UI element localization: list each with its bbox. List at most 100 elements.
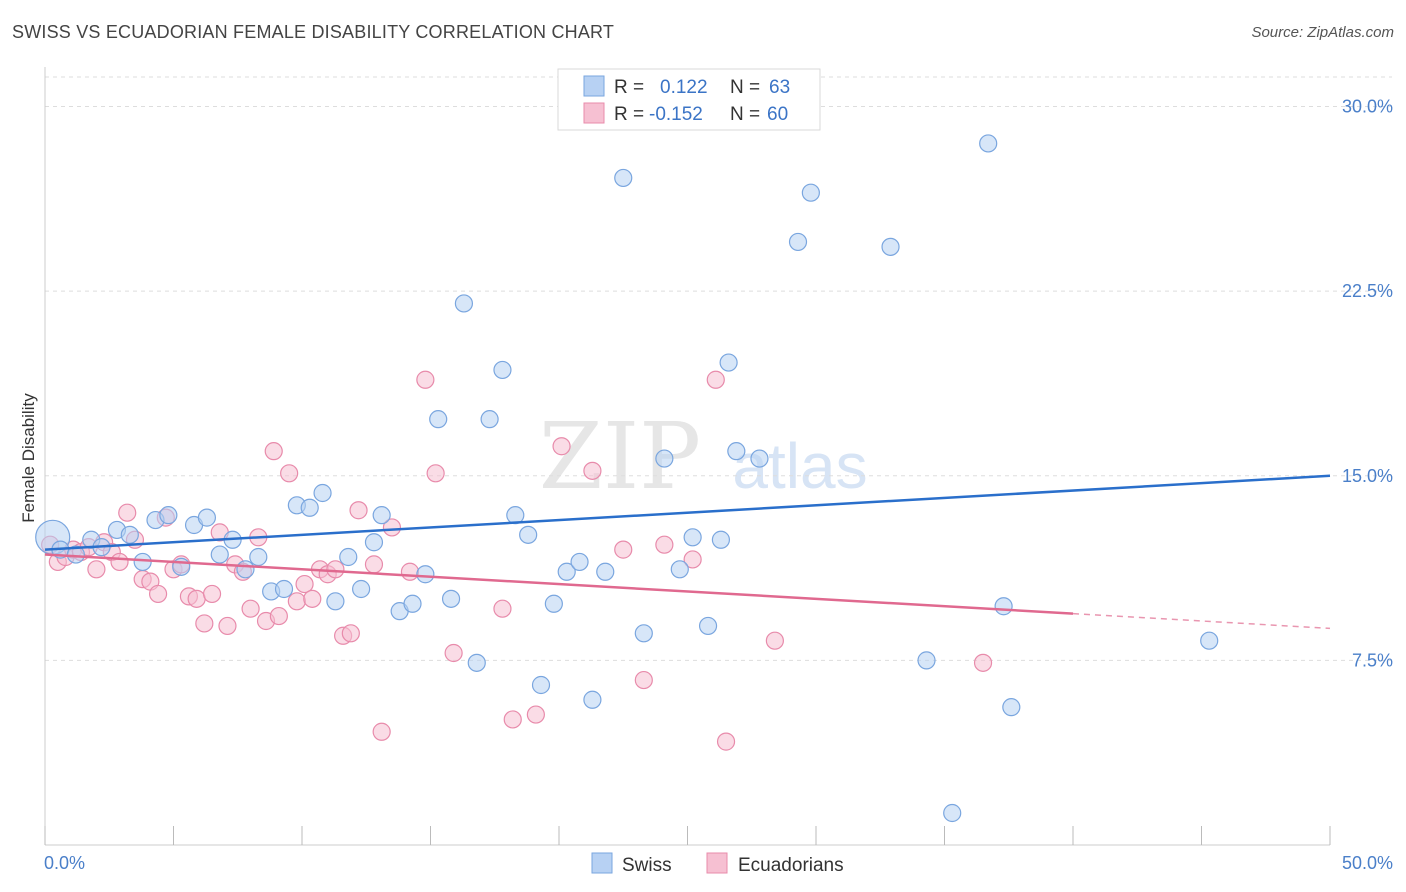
swiss-point <box>801 183 820 202</box>
ecuadorians-point <box>372 722 391 741</box>
swiss-point <box>300 498 319 517</box>
chart-source: Source: ZipAtlas.com <box>1251 24 1394 41</box>
ecuadorians-point <box>280 464 299 483</box>
swiss-point <box>441 589 461 608</box>
ecuadorians-point <box>364 555 384 574</box>
swiss-point <box>719 353 738 372</box>
ecuadorians-point <box>503 710 522 729</box>
ecuadorians-point <box>341 624 360 643</box>
swiss-point <box>519 525 538 544</box>
ecuadorians-point <box>583 461 602 480</box>
top-legend: R = 0.122 N = 63 R = -0.152 N = 60 <box>557 68 821 131</box>
swiss-point <box>614 168 633 188</box>
legend-r-value-swiss: 0.122 <box>660 77 708 98</box>
swiss-point <box>788 232 808 252</box>
swiss-point <box>979 134 998 153</box>
ecuadorians-point <box>264 442 283 461</box>
ecuadorians-point <box>526 705 545 724</box>
ecuadorians-point <box>303 589 322 608</box>
y-tick-label: 7.5% <box>1352 650 1393 670</box>
ecuadorians-point <box>706 370 725 389</box>
legend-n-label-swiss: N = <box>730 77 760 98</box>
swiss-point <box>727 442 746 461</box>
ecuadorians-point <box>269 606 288 626</box>
swiss-point <box>570 552 589 572</box>
ecuadorians-point <box>87 560 106 579</box>
ecuadorians-trend-extension <box>1072 612 1331 630</box>
swiss-point <box>352 579 371 599</box>
ecuadorians-point <box>716 732 736 751</box>
swiss-point <box>557 562 576 581</box>
swiss-point <box>339 547 358 567</box>
swiss-point <box>133 552 152 572</box>
ecuadorians-point <box>349 501 368 520</box>
swiss-point <box>711 530 731 549</box>
ecuadorians-point <box>187 589 206 608</box>
legend-r-label-ecuadorians: R = <box>614 104 644 125</box>
swiss-point <box>372 506 391 525</box>
ecuadorians-point <box>400 562 420 581</box>
swiss-point <box>454 294 474 313</box>
watermark-atlas: atlas <box>732 430 867 502</box>
bottom-legend-label-ecuadorians: Ecuadorians <box>738 855 844 876</box>
swiss-point <box>1002 698 1021 717</box>
chart-title: SWISS VS ECUADORIAN FEMALE DISABILITY CO… <box>12 22 615 42</box>
swiss-point <box>531 675 551 695</box>
swiss-point <box>1200 631 1219 650</box>
ecuadorians-point <box>110 552 129 572</box>
ecuadorians-point <box>148 584 168 604</box>
swiss-point <box>197 508 217 527</box>
swiss-point <box>881 237 900 256</box>
bottom-legend-swatch-ecuadorians <box>706 852 728 874</box>
ecuadorians-point <box>444 643 463 663</box>
swiss-point <box>467 653 486 672</box>
swiss-point <box>596 562 615 581</box>
ecuadorians-point <box>118 503 137 522</box>
swiss-point <box>159 506 178 525</box>
legend-n-value-ecuadorians: 60 <box>767 104 788 125</box>
legend-n-value-swiss: 63 <box>769 77 790 98</box>
swiss-point <box>698 616 718 636</box>
swiss-point <box>120 525 139 544</box>
swiss-point <box>66 545 85 564</box>
ecuadorians-trend-line <box>44 553 1074 615</box>
swiss-point <box>210 545 229 564</box>
swiss-point <box>750 449 769 468</box>
swiss-point <box>943 803 962 823</box>
swiss-point <box>917 651 936 670</box>
trend-lines <box>44 474 1331 630</box>
watermark: ZIP atlas <box>539 403 868 510</box>
ecuadorians-point <box>683 550 702 569</box>
swiss-point <box>416 565 435 584</box>
swiss-point <box>994 597 1013 616</box>
ecuadorians-point <box>326 560 345 579</box>
y-tick-label: 30.0% <box>1342 97 1393 117</box>
swiss-trend-line <box>44 474 1331 551</box>
bottom-legend-label-swiss: Swiss <box>622 855 672 876</box>
ecuadorians-point <box>241 599 260 618</box>
swiss-points <box>35 134 1219 823</box>
swiss-point <box>364 533 384 552</box>
swiss-point <box>493 360 512 380</box>
swiss-point <box>583 690 602 709</box>
y-tick-label: 22.5% <box>1342 281 1393 301</box>
ecuadorians-point <box>552 437 571 456</box>
swiss-point <box>544 594 563 613</box>
ecuadorians-point <box>295 574 314 594</box>
swiss-point <box>655 449 674 468</box>
tick-labels: 7.5% 15.0% 22.5% 30.0% 0.0% 50.0% <box>44 97 1393 873</box>
swiss-point <box>480 410 499 429</box>
swiss-point <box>670 560 689 579</box>
ecuadorians-point <box>202 584 222 604</box>
ecuadorians-point <box>426 464 445 483</box>
ecuadorians-point <box>634 670 653 690</box>
ecuadorians-point <box>382 518 402 537</box>
ecuadorians-point <box>287 592 306 611</box>
ecuadorians-point <box>493 599 512 618</box>
legend-swatch-ecuadorians <box>583 102 605 124</box>
ecuadorians-point <box>416 370 435 389</box>
swiss-point <box>429 410 448 429</box>
x-tick-label-min: 0.0% <box>44 853 85 873</box>
swiss-point <box>403 594 422 613</box>
axes <box>44 67 1331 846</box>
